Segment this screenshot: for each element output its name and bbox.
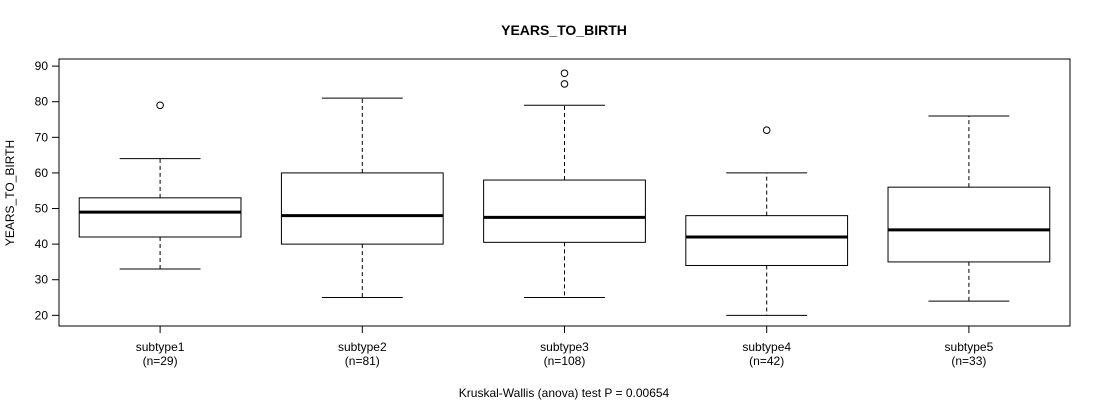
y-axis: 20 30 40 50 60 70 80 90: [35, 59, 59, 322]
y-tick-label: 70: [35, 130, 49, 144]
test-footnote: Kruskal-Wallis (anova) test P = 0.00654: [459, 386, 670, 400]
iqr-box: [685, 215, 849, 266]
y-axis-label: YEARS_TO_BIRTH: [3, 140, 17, 246]
x-tick-label: subtype3: [540, 340, 589, 354]
y-tick-label: 80: [35, 95, 49, 109]
box-group: [685, 126, 849, 316]
x-count-label: (n=33): [951, 354, 986, 368]
x-count-label: (n=81): [345, 354, 380, 368]
box-group: [280, 97, 444, 299]
x-count-label: (n=42): [749, 354, 784, 368]
iqr-box: [78, 197, 242, 238]
x-axis-labels: subtype1(n=29) subtype2(n=81) subtype3(n=1…: [136, 326, 994, 368]
x-count-label: (n=108): [544, 354, 586, 368]
box-group: [887, 115, 1051, 302]
outlier-point: [560, 69, 569, 78]
y-tick-label: 40: [35, 237, 49, 251]
y-tick-label: 20: [35, 308, 49, 322]
box-group: [78, 101, 242, 270]
x-tick-label: subtype5: [945, 340, 994, 354]
outlier-point: [762, 126, 771, 134]
outlier-point: [156, 101, 164, 110]
box-group: [483, 69, 646, 299]
outlier-point: [560, 80, 569, 88]
y-tick-label: 30: [35, 273, 49, 287]
x-count-label: (n=29): [143, 354, 178, 368]
x-tick-label: subtype1: [136, 340, 185, 354]
x-tick-label: subtype4: [742, 340, 791, 354]
y-tick-label: 90: [35, 59, 49, 73]
iqr-box: [483, 179, 646, 243]
boxplot-series: [78, 69, 1051, 316]
iqr-box: [887, 186, 1051, 263]
iqr-box: [280, 172, 444, 245]
chart-title: YEARS_TO_BIRTH: [501, 22, 627, 38]
x-tick-label: subtype2: [338, 340, 387, 354]
y-tick-label: 50: [35, 202, 49, 216]
y-tick-label: 60: [35, 166, 49, 180]
